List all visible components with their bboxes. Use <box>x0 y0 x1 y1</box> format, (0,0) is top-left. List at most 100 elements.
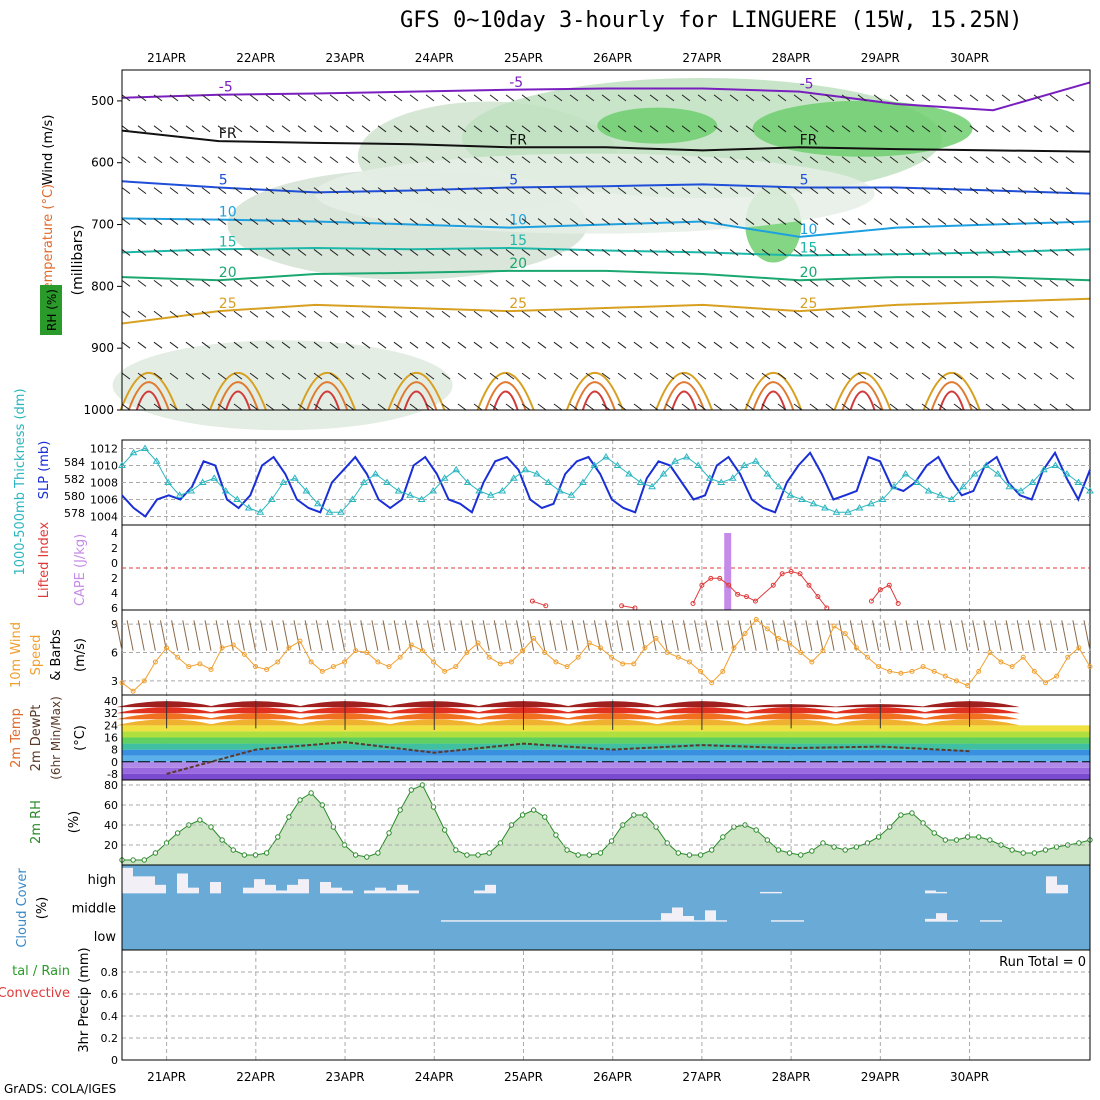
wind-barb <box>409 94 419 102</box>
temp-color-band <box>122 737 1090 744</box>
wind-barb <box>137 341 147 349</box>
lifted-index-point <box>717 575 723 581</box>
thickness-point <box>383 478 391 485</box>
wind-barb <box>425 341 435 349</box>
wind-barb <box>441 372 451 380</box>
wind-barb <box>249 372 259 380</box>
wind-barb <box>713 218 723 225</box>
temp-color-band <box>122 767 1090 774</box>
lifted-index-point <box>886 582 892 588</box>
wind-barb <box>633 341 643 349</box>
rh-point <box>664 840 670 846</box>
li-tick-label: 4 <box>111 587 118 600</box>
cloud-cell <box>628 920 639 922</box>
surface-wind-barb <box>249 620 257 651</box>
wind-barb <box>1017 310 1027 318</box>
thickness-point <box>1063 470 1071 477</box>
wind-barb <box>857 310 867 318</box>
wind-speed-point <box>1065 654 1071 660</box>
rh-point <box>697 852 704 858</box>
warm-contour <box>119 371 178 411</box>
temp-tick-label: 0 <box>111 756 118 769</box>
wind-barb <box>985 249 995 256</box>
wind-barb <box>1001 310 1011 318</box>
thickness-point <box>959 482 968 490</box>
wind-barb <box>697 94 707 102</box>
thickness-point <box>717 478 726 485</box>
wind-barb <box>313 403 323 411</box>
rh-point <box>386 830 392 836</box>
wind-barb <box>217 249 227 256</box>
cloud-cell <box>342 890 353 894</box>
wind-barb <box>1001 156 1011 164</box>
warm-contour <box>565 371 624 411</box>
rh-point <box>464 852 470 858</box>
rh-point <box>720 834 726 840</box>
wind-barb <box>905 310 915 318</box>
wind-barb <box>937 310 947 318</box>
wind-barb <box>121 187 131 195</box>
wind-barb <box>889 125 899 133</box>
wind-speed-point <box>386 664 392 670</box>
wind-barb <box>265 279 275 287</box>
rh-point <box>798 852 804 858</box>
wind-barb <box>553 218 563 225</box>
wind-speed-point <box>308 659 314 665</box>
wind-barb <box>361 249 371 256</box>
isotherm-label: 25 <box>800 296 818 312</box>
wind-barb <box>537 403 547 411</box>
wind-barb <box>825 218 835 225</box>
wind-barb <box>665 125 675 133</box>
warm-contour <box>833 371 892 411</box>
wind-barb <box>697 279 707 287</box>
slp-tick-label: 1004 <box>90 511 118 524</box>
wind-barb <box>809 310 819 318</box>
wind-barb <box>505 249 515 256</box>
rh-point <box>575 852 581 858</box>
wind-barb <box>617 249 627 256</box>
wind-barb <box>201 249 211 256</box>
rh-point <box>842 847 848 853</box>
thickness-point <box>1086 487 1094 494</box>
thickness-axis-label: 1000-500mb Thickness (dm) <box>13 388 28 575</box>
wind-barb <box>793 187 803 195</box>
wind-barb <box>665 310 675 318</box>
wind-barb <box>729 249 739 256</box>
rh-point <box>263 850 270 856</box>
wind-barb <box>745 187 755 195</box>
wind-barb <box>1001 403 1011 411</box>
wind-barb <box>793 249 803 256</box>
wind-barb <box>489 94 499 102</box>
wind-barb <box>809 249 819 256</box>
wind-barb <box>905 403 915 411</box>
wind-barb <box>249 310 259 318</box>
wind-barb <box>473 403 483 411</box>
wind-barb <box>617 279 627 287</box>
wind-barb <box>345 310 355 318</box>
wind-barb <box>553 94 563 102</box>
cloud-cell <box>551 920 562 922</box>
wind-barb <box>905 156 915 164</box>
wind-barb <box>457 403 467 411</box>
wind-barb <box>537 372 547 380</box>
thickness-point <box>821 504 829 511</box>
thickness-point <box>175 491 184 498</box>
wind-barb <box>441 279 451 287</box>
cape-bar <box>724 533 732 610</box>
wind-barb <box>681 403 691 411</box>
cloud-cell <box>562 920 573 922</box>
wind-speed-point <box>297 638 303 644</box>
wind-barb <box>601 156 611 164</box>
wind-barb <box>1049 218 1059 225</box>
wind-barb <box>969 156 979 164</box>
wind-barb <box>761 156 771 164</box>
wind-barb <box>265 372 275 380</box>
top-date-label: 27APR <box>682 51 721 65</box>
wind-barb <box>601 249 611 256</box>
wind-barb <box>121 341 131 349</box>
rh-point <box>564 847 570 853</box>
rh-point <box>976 834 982 840</box>
surface-wind-barb <box>972 620 980 651</box>
cloud-cell <box>177 873 188 894</box>
wind-barb <box>809 279 819 287</box>
